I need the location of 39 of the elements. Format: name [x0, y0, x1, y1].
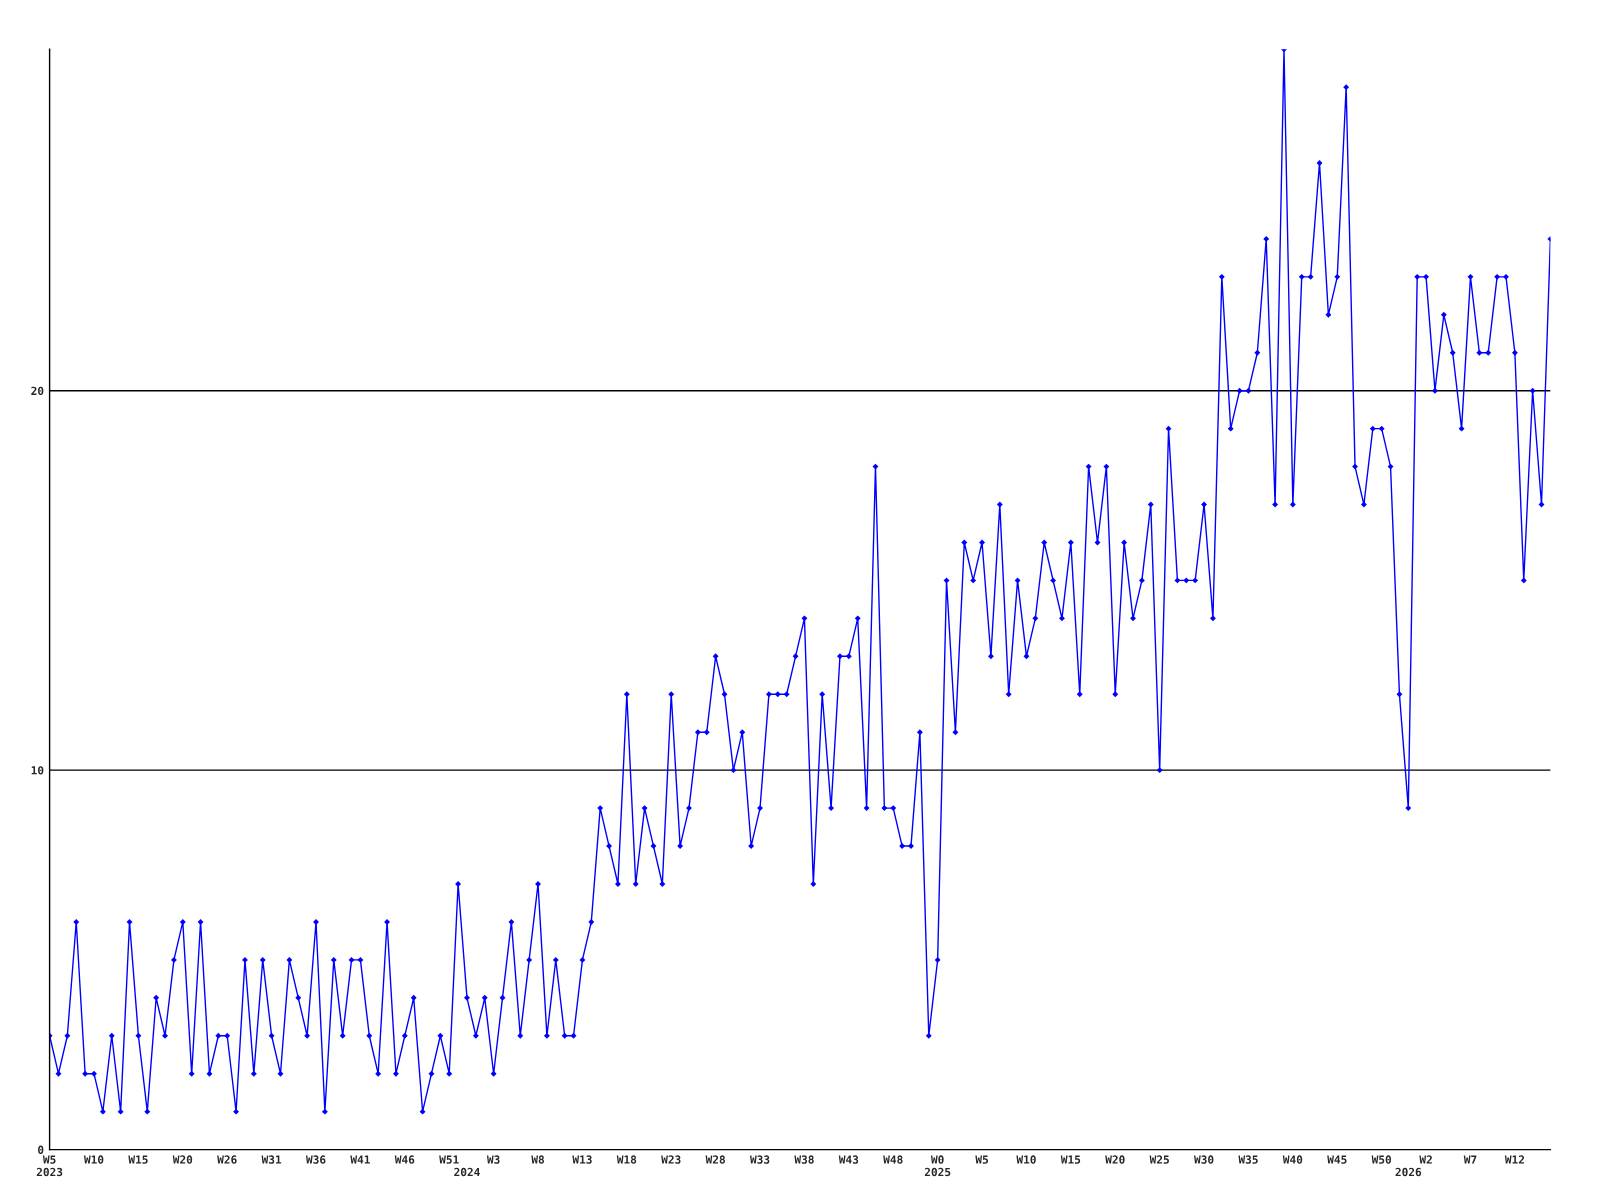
- x-tick-label: W20: [172, 1155, 193, 1164]
- x-tick-label: W36: [305, 1155, 326, 1164]
- y-tick-label: 20: [31, 386, 44, 396]
- x-tick-label: W0 2025: [924, 1155, 951, 1177]
- x-tick-label: W41: [350, 1155, 370, 1164]
- x-tick-label: 2026: [1395, 1167, 1422, 1177]
- x-tick-label: W51: [439, 1155, 459, 1164]
- x-tick-label: W3: [486, 1155, 500, 1164]
- y-tick-label: 10: [31, 766, 44, 775]
- x-tick-label: W38: [794, 1155, 814, 1164]
- x-tick-label: W26: [217, 1155, 237, 1164]
- x-tick-label: W8: [531, 1155, 545, 1164]
- x-tick-label: W48: [883, 1155, 903, 1164]
- x-tick-label: W31: [261, 1155, 282, 1164]
- x-tick-label: W20: [1105, 1155, 1125, 1164]
- x-tick-label: W25: [1149, 1155, 1169, 1164]
- x-tick-label: W18: [616, 1155, 637, 1164]
- x-tick-label: W50: [1371, 1155, 1392, 1164]
- x-tick-label: W12: [1504, 1155, 1524, 1164]
- x-tick-label: W28: [705, 1155, 725, 1164]
- x-tick-label: W5: [975, 1155, 988, 1164]
- x-tick-label: W15: [128, 1155, 148, 1164]
- y-tick-label: 0: [38, 1145, 44, 1154]
- x-tick-label: W40: [1282, 1155, 1303, 1164]
- x-tick-label: W15: [1060, 1155, 1081, 1164]
- x-tick-label: W10: [83, 1155, 104, 1164]
- x-tick-label: W33: [750, 1155, 770, 1164]
- x-tick-label: W23: [661, 1155, 681, 1164]
- x-tick-label: W5 2023: [36, 1155, 63, 1177]
- x-tick-label: W43: [838, 1155, 859, 1164]
- x-tick-label: W46: [394, 1155, 415, 1164]
- x-tick-label: W13: [572, 1155, 592, 1164]
- x-tick-label: W7: [1463, 1155, 1477, 1164]
- x-tick-label: W45: [1327, 1155, 1347, 1164]
- x-tick-label: 2024: [454, 1167, 480, 1177]
- x-tick-label: W10: [1016, 1155, 1036, 1164]
- x-tick-label: W30: [1194, 1155, 1214, 1164]
- x-tick-label: W35: [1238, 1155, 1258, 1164]
- x-tick-label: W2: [1419, 1155, 1432, 1164]
